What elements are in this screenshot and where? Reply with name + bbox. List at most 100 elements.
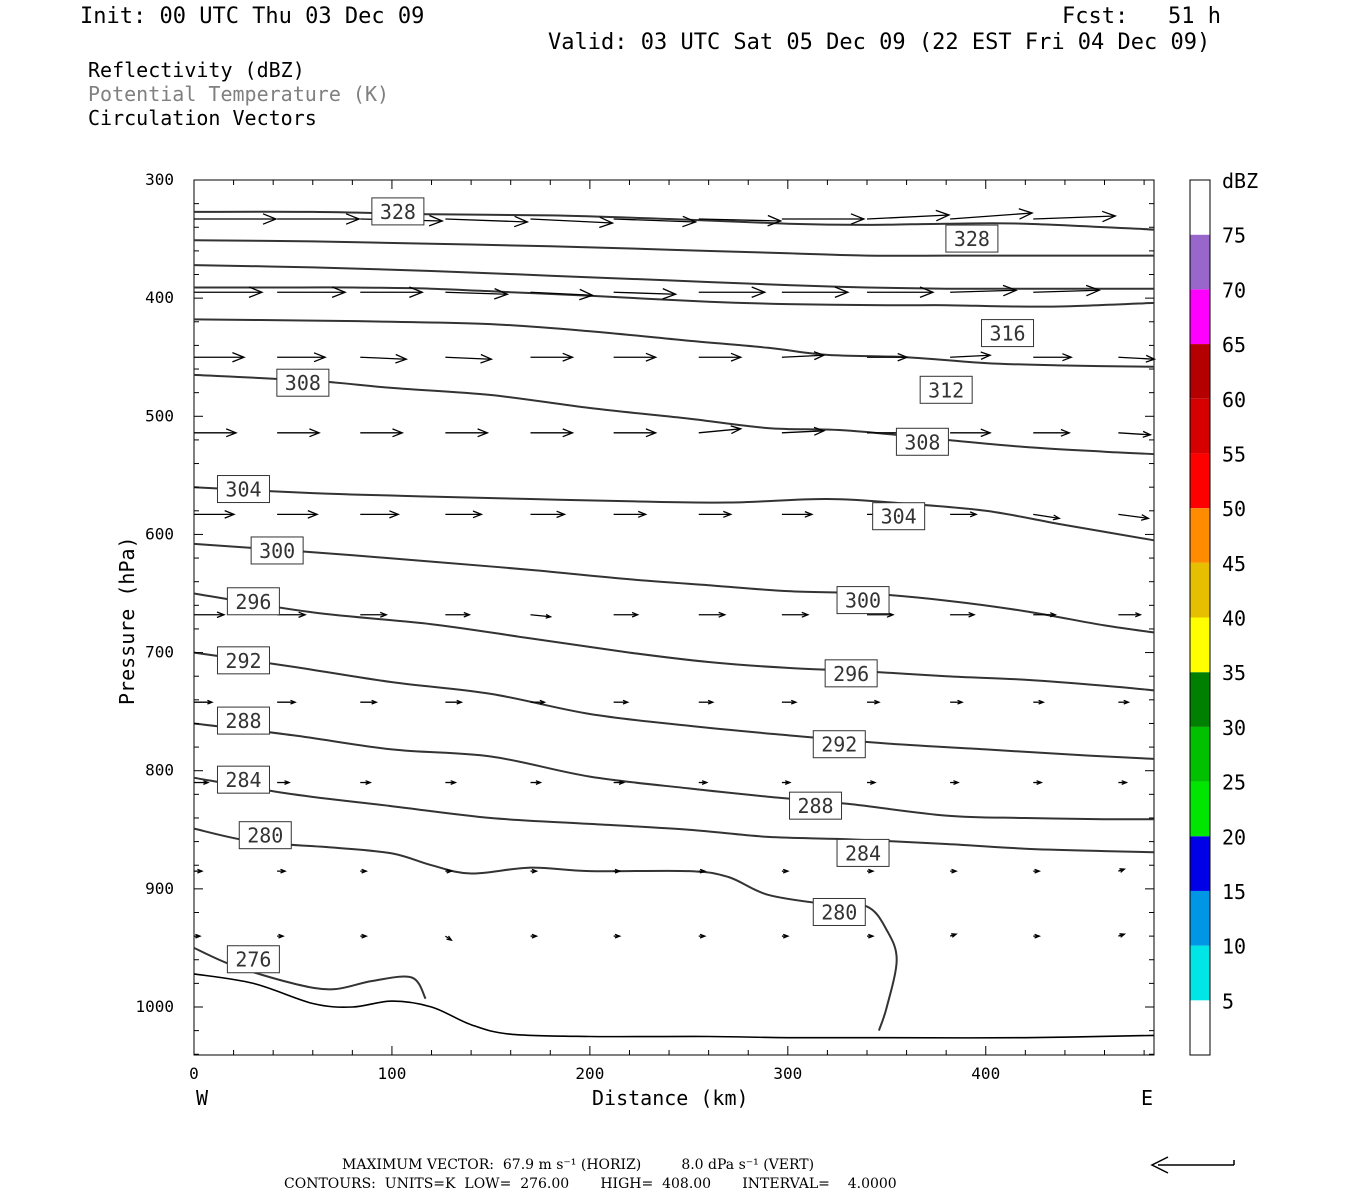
circulation-vector <box>194 611 226 619</box>
x-right-end-label: E <box>1141 1086 1153 1110</box>
theta-contour-292 <box>193 651 1155 760</box>
circulation-vector <box>781 426 826 436</box>
valid-time: Valid: 03 UTC Sat 05 Dec 09 (22 EST Fri … <box>548 30 1211 55</box>
y-tick-label: 700 <box>145 643 174 662</box>
colorbar-segment <box>1190 344 1210 399</box>
circulation-vector <box>949 933 958 938</box>
circulation-vector <box>950 780 960 786</box>
circulation-vector <box>1118 933 1127 938</box>
circulation-vector <box>781 699 798 705</box>
svg-text:316: 316 <box>989 322 1025 346</box>
svg-text:280: 280 <box>247 824 283 848</box>
colorbar-tick-label: 25 <box>1222 771 1246 795</box>
circulation-vector <box>530 868 539 874</box>
svg-text:308: 308 <box>904 430 940 454</box>
colorbar-segment <box>1190 836 1210 891</box>
circulation-vector <box>1118 699 1131 705</box>
contour-label-288: 288 <box>216 706 270 735</box>
circulation-vector <box>866 780 877 786</box>
circulation-vector <box>613 288 678 300</box>
colorbar-segment <box>1190 1000 1210 1055</box>
colorbar-tick-label: 45 <box>1222 552 1246 576</box>
theta-contour-324 <box>193 239 1154 257</box>
circulation-vector <box>277 213 361 225</box>
y-tick-label: 400 <box>145 288 174 307</box>
svg-text:288: 288 <box>225 709 261 733</box>
svg-text:288: 288 <box>797 794 833 818</box>
svg-text:280: 280 <box>821 900 857 924</box>
circulation-vector <box>1033 933 1042 939</box>
field-reflectivity: Reflectivity (dBZ) <box>88 58 305 82</box>
circulation-vector <box>1033 428 1072 437</box>
circulation-vector <box>530 352 575 362</box>
circulation-vector <box>277 611 307 619</box>
theta-contour-308 <box>193 373 1155 456</box>
svg-text:300: 300 <box>259 539 295 563</box>
contour-label-304: 304 <box>216 475 270 504</box>
circulation-vector <box>866 286 935 299</box>
svg-text:312: 312 <box>928 378 964 402</box>
circulation-vector <box>866 209 951 222</box>
theta-contour-320 <box>193 264 1154 290</box>
colorbar-tick-label: 15 <box>1222 880 1246 904</box>
svg-text:328: 328 <box>954 227 990 251</box>
circulation-vector <box>194 213 278 225</box>
svg-text:276: 276 <box>235 948 271 972</box>
theta-contour-280 <box>193 827 898 1031</box>
circulation-vector <box>950 284 1018 297</box>
circulation-vector <box>698 611 727 618</box>
circulation-vector <box>1033 612 1057 618</box>
circulation-vector <box>1033 780 1044 786</box>
contour-label-316: 316 <box>981 319 1035 348</box>
circulation-vector <box>950 351 992 360</box>
dbz-colorbar: 5 10 15 20 25 30 35 40 45 50 55 60 65 70 75 <box>1189 179 1246 1056</box>
circulation-vector <box>1118 780 1129 786</box>
colorbar-tick-label: 30 <box>1222 716 1246 740</box>
circulation-vector <box>445 288 510 300</box>
theta-contour-300 <box>193 542 1155 634</box>
colorbar-tick-label: 50 <box>1222 497 1246 521</box>
circulation-vector <box>613 780 626 786</box>
colorbar-segment <box>1190 945 1210 1001</box>
circulation-vectors <box>194 208 1157 942</box>
colorbar-title: dBZ <box>1222 169 1258 193</box>
forecast-hour: Fcst: 51 h <box>1062 4 1221 29</box>
colorbar-tick-label: 65 <box>1222 333 1246 357</box>
circulation-vector <box>866 868 875 874</box>
contour-label-288: 288 <box>789 791 843 820</box>
circulation-vector <box>530 216 615 229</box>
svg-text:284: 284 <box>225 768 261 792</box>
circulation-vector <box>360 510 401 519</box>
circulation-vector <box>950 868 958 874</box>
circulation-vector <box>445 780 458 786</box>
colorbar-tick-label: 20 <box>1222 825 1246 849</box>
circulation-vector <box>360 780 373 786</box>
axes: 300 400 500 600 700 800 900 1000 0 100 200 300 400 <box>135 170 1154 1083</box>
x-tick-label: 0 <box>189 1064 199 1083</box>
y-axis-label: Pressure (hPa) <box>115 536 139 705</box>
circulation-vector <box>698 780 709 786</box>
circulation-vector <box>277 699 297 705</box>
contour-label-308: 308 <box>895 427 949 456</box>
circulation-vector <box>866 699 881 705</box>
y-tick-label: 300 <box>145 170 174 189</box>
contour-label-296: 296 <box>824 659 878 688</box>
field-vectors: Circulation Vectors <box>88 106 317 130</box>
contour-label-284: 284 <box>836 838 890 867</box>
circulation-vector <box>530 933 539 939</box>
circulation-vector <box>530 613 553 619</box>
circulation-vector <box>530 288 595 301</box>
colorbar-segment <box>1190 562 1210 618</box>
circulation-vector <box>613 699 630 705</box>
field-theta: Potential Temperature (K) <box>88 82 390 106</box>
circulation-vector <box>277 509 319 519</box>
colorbar-segment <box>1190 508 1210 563</box>
circulation-vector <box>613 428 658 438</box>
circulation-vector <box>194 428 238 438</box>
circulation-vector <box>530 780 543 786</box>
circulation-vector <box>781 780 792 786</box>
colorbar-frame <box>1189 179 1211 1056</box>
x-tick-label: 100 <box>377 1064 406 1083</box>
circulation-vector <box>360 353 409 364</box>
